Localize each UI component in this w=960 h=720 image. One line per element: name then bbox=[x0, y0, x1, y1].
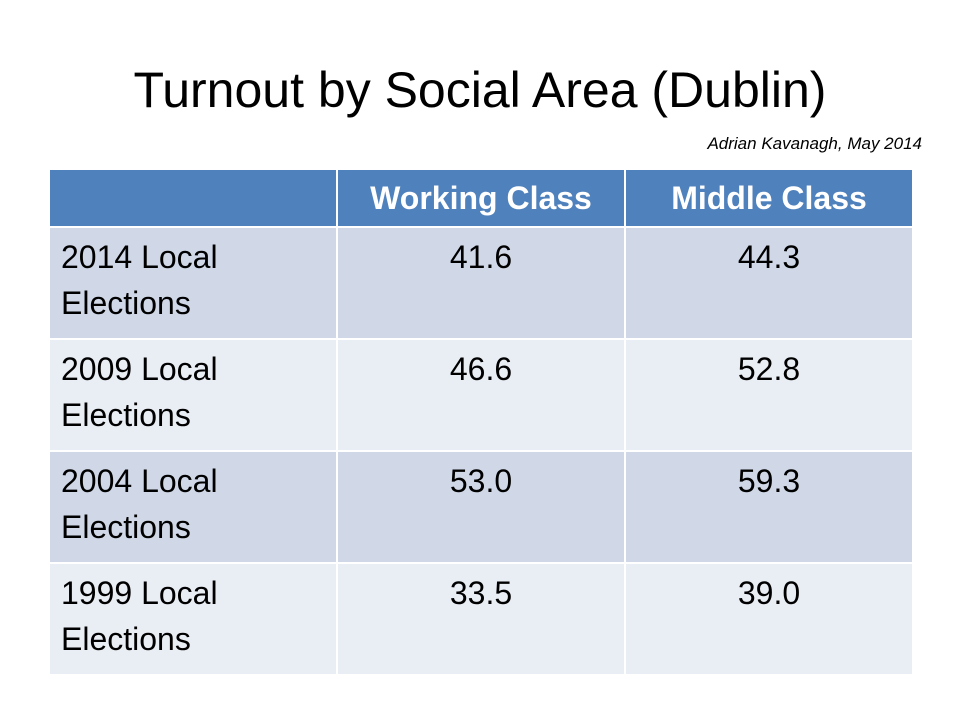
table-row: 2014 Local Elections 41.6 44.3 bbox=[48, 226, 914, 340]
turnout-table: Working Class Middle Class 2014 Local El… bbox=[48, 168, 914, 676]
slide-title: Turnout by Social Area (Dublin) bbox=[133, 62, 827, 118]
table-row: 2009 Local Elections 46.6 52.8 bbox=[48, 338, 914, 452]
table-header-row: Working Class Middle Class bbox=[48, 168, 914, 228]
attribution-text: Adrian Kavanagh, May 2014 bbox=[707, 134, 922, 153]
middle-class-value: 59.3 bbox=[624, 450, 914, 564]
row-label: 2014 Local Elections bbox=[48, 226, 338, 340]
table-row: 1999 Local Elections 33.5 39.0 bbox=[48, 562, 914, 676]
row-label: 2004 Local Elections bbox=[48, 450, 338, 564]
middle-class-value: 39.0 bbox=[624, 562, 914, 676]
middle-class-value: 52.8 bbox=[624, 338, 914, 452]
row-label: 2009 Local Elections bbox=[48, 338, 338, 452]
row-label: 1999 Local Elections bbox=[48, 562, 338, 676]
working-class-value: 53.0 bbox=[336, 450, 626, 564]
working-class-value: 46.6 bbox=[336, 338, 626, 452]
middle-class-value: 44.3 bbox=[624, 226, 914, 340]
header-empty-cell bbox=[48, 168, 338, 228]
working-class-value: 33.5 bbox=[336, 562, 626, 676]
header-working-class: Working Class bbox=[336, 168, 626, 228]
table-row: 2004 Local Elections 53.0 59.3 bbox=[48, 450, 914, 564]
header-middle-class: Middle Class bbox=[624, 168, 914, 228]
working-class-value: 41.6 bbox=[336, 226, 626, 340]
